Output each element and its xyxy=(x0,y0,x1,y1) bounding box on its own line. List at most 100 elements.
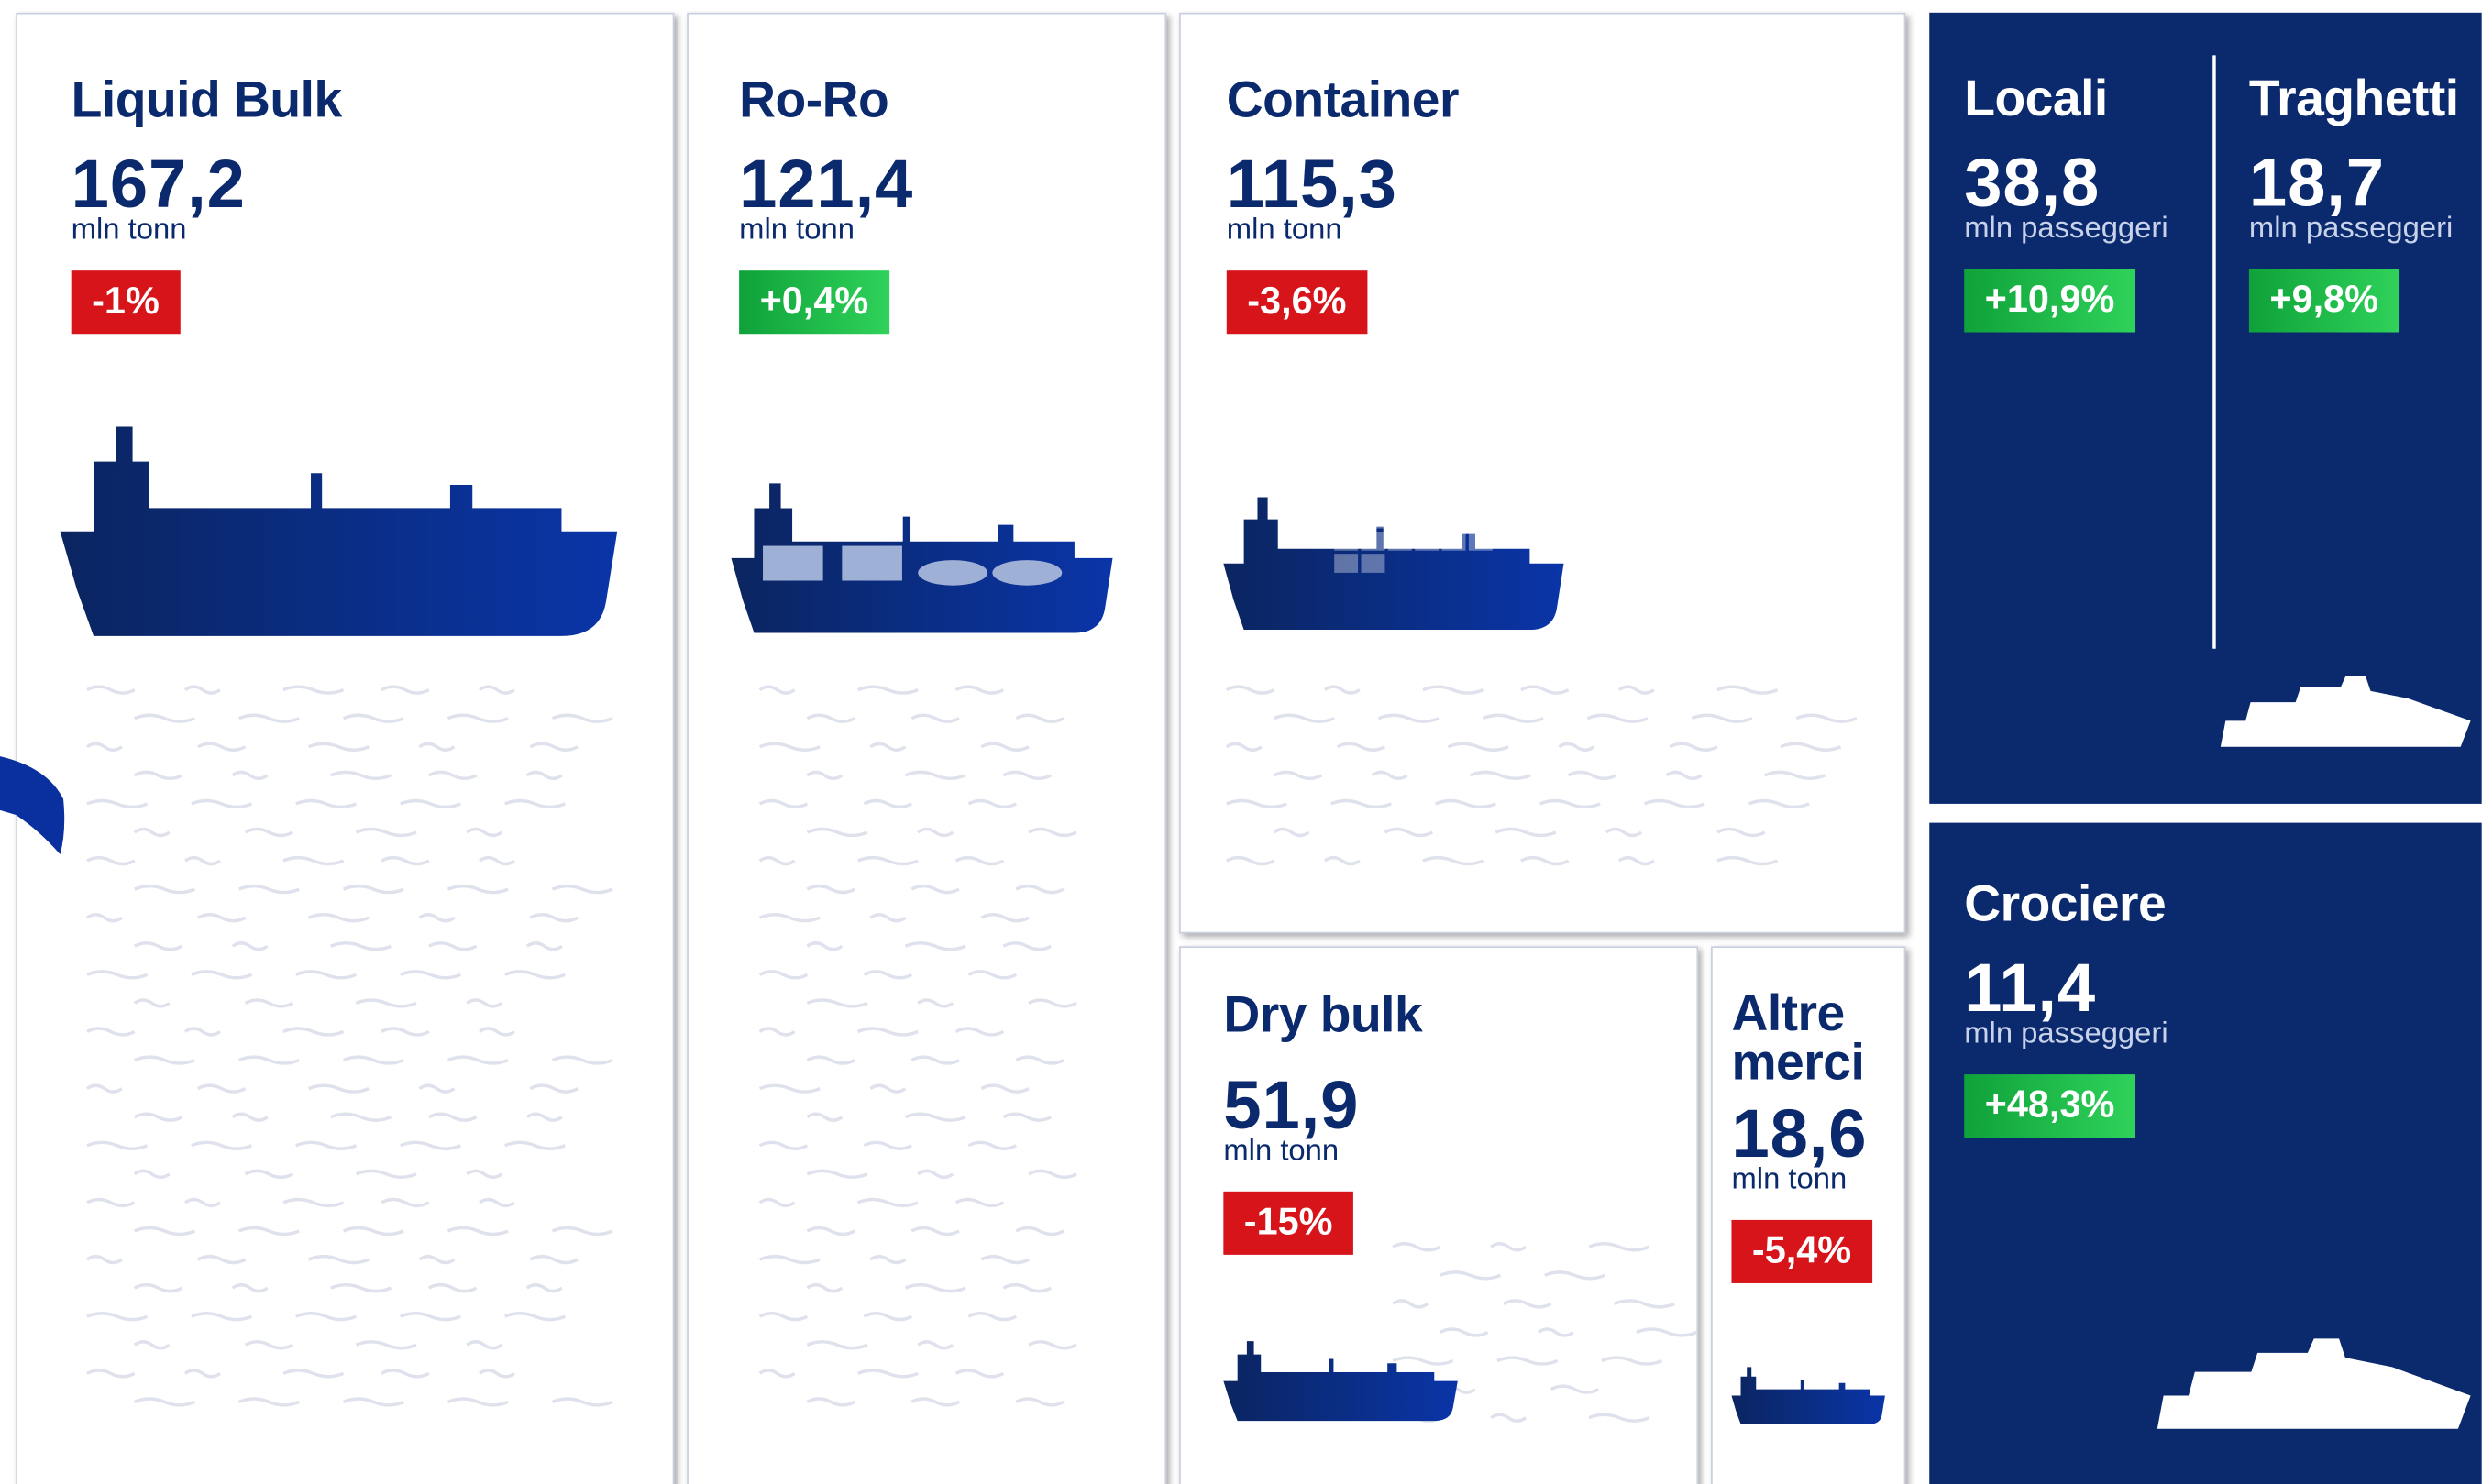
wave xyxy=(448,1228,509,1235)
wave xyxy=(865,800,912,807)
wave xyxy=(87,1314,148,1320)
wave xyxy=(1331,800,1392,807)
container xyxy=(1415,510,1439,529)
wave xyxy=(870,743,905,750)
wave xyxy=(309,1257,370,1263)
wave xyxy=(185,1028,220,1035)
wave xyxy=(467,1000,502,1006)
wave xyxy=(1003,1285,1051,1292)
wave xyxy=(760,1314,808,1320)
wave xyxy=(760,1028,795,1035)
wave xyxy=(480,858,514,864)
wave xyxy=(981,1257,1029,1263)
wave xyxy=(552,886,612,893)
wave xyxy=(246,830,293,836)
wave xyxy=(239,715,300,721)
wave xyxy=(296,1314,357,1320)
wave xyxy=(760,1370,795,1377)
wave xyxy=(401,800,461,807)
wave xyxy=(87,1370,135,1377)
wave xyxy=(981,743,1029,750)
wave xyxy=(185,1370,220,1377)
container xyxy=(1362,488,1385,507)
change-badge: +48,3% xyxy=(1964,1074,2135,1138)
change-text: +48,3% xyxy=(1985,1083,2115,1127)
page: Liquid Bulk167,2mln tonn-1%Ro-Ro121,4mln… xyxy=(0,0,2482,1484)
change-badge: +0,4% xyxy=(739,270,889,334)
wave xyxy=(527,1285,562,1292)
change-badge: -5,4% xyxy=(1731,1220,1871,1283)
wave xyxy=(87,915,122,921)
wave xyxy=(552,715,612,721)
wave xyxy=(135,1342,170,1348)
wave xyxy=(419,1257,454,1263)
wave xyxy=(760,858,795,864)
wave xyxy=(1495,830,1556,836)
wave xyxy=(381,1199,429,1205)
wave xyxy=(1440,1329,1488,1336)
change-badge: -3,6% xyxy=(1227,270,1367,334)
container xyxy=(1415,532,1439,551)
wave xyxy=(807,1000,867,1006)
wave xyxy=(760,1085,821,1092)
wave xyxy=(905,1285,965,1292)
wave xyxy=(807,1114,842,1120)
wave xyxy=(1497,1358,1558,1364)
wave xyxy=(309,1085,370,1092)
tile-title: Altre merci xyxy=(1731,989,1890,1087)
wave xyxy=(858,1370,919,1377)
wave xyxy=(807,1057,855,1063)
wave xyxy=(419,1085,454,1092)
wave xyxy=(296,800,357,807)
wave xyxy=(1796,715,1857,721)
wave xyxy=(135,1285,182,1292)
tile-value: 51,9 xyxy=(1223,1072,1359,1141)
wave xyxy=(870,915,905,921)
wave xyxy=(968,1314,1016,1320)
tile-value: 121,4 xyxy=(739,150,913,220)
container xyxy=(1388,510,1412,529)
wave xyxy=(1227,743,1262,750)
tile-value: 11,4 xyxy=(1964,954,2096,1024)
wave xyxy=(283,1370,344,1377)
wave xyxy=(1589,1414,1649,1421)
wave xyxy=(401,1314,461,1320)
wave xyxy=(467,1171,502,1177)
wave xyxy=(1765,772,1826,778)
wave xyxy=(192,972,252,978)
wave xyxy=(1667,772,1702,778)
wave xyxy=(419,743,454,750)
wave xyxy=(356,830,416,836)
wave xyxy=(309,743,370,750)
wave xyxy=(185,1199,220,1205)
wave xyxy=(918,830,953,836)
wave xyxy=(760,743,821,750)
wave xyxy=(1670,743,1717,750)
wave xyxy=(467,830,502,836)
wave xyxy=(381,858,429,864)
wave xyxy=(911,715,959,721)
change-badge: +9,8% xyxy=(2249,269,2399,332)
stat-block: Locali38,8mln passeggeri+10,9% xyxy=(1964,72,2168,332)
wave xyxy=(135,886,195,893)
container xyxy=(1362,510,1385,529)
ship xyxy=(1223,1341,1457,1421)
tile-title: Locali xyxy=(1964,72,2108,123)
wave xyxy=(233,1285,268,1292)
wave xyxy=(480,1028,514,1035)
wave xyxy=(1003,943,1051,950)
tile-unit: mln tonn xyxy=(72,214,187,248)
wave xyxy=(1325,858,1360,864)
wave xyxy=(429,1114,477,1120)
wave xyxy=(1274,715,1335,721)
wave xyxy=(87,858,135,864)
wave xyxy=(858,687,919,693)
wave xyxy=(87,800,148,807)
wave xyxy=(1016,1399,1064,1405)
passenger-ship xyxy=(2221,676,2471,747)
wave xyxy=(905,1114,965,1120)
change-badge: +10,9% xyxy=(1964,269,2135,332)
wave xyxy=(239,886,300,893)
wave xyxy=(918,1000,953,1006)
